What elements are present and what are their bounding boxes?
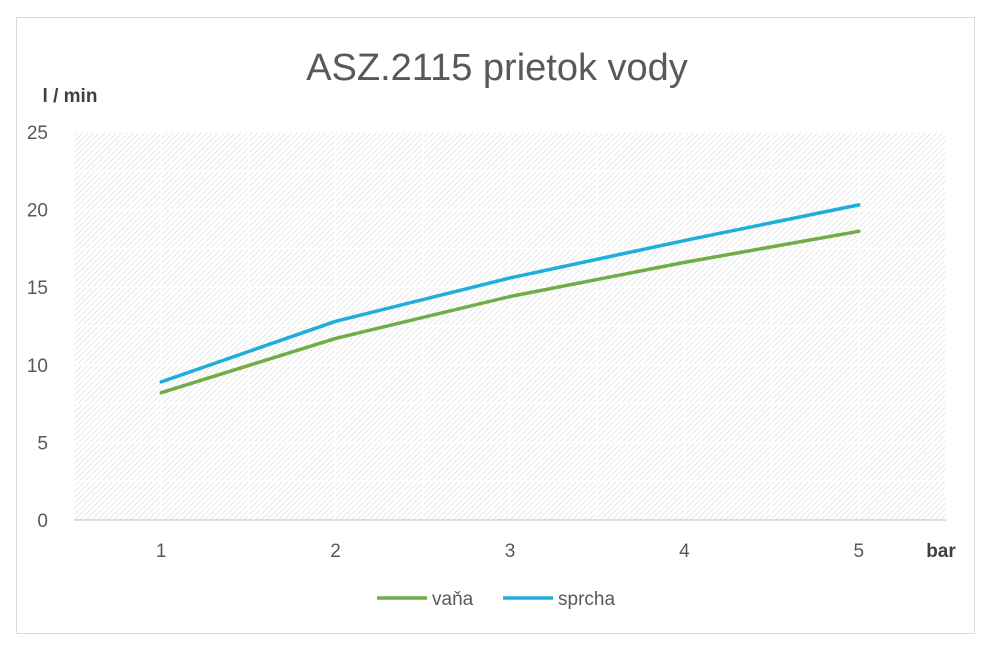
x-tick-label: 1 [156, 541, 167, 562]
legend: vaňa sprcha [377, 589, 615, 610]
y-tick-label: 5 [37, 433, 48, 454]
x-tick-label: 4 [679, 541, 690, 562]
y-tick-label: 20 [27, 201, 48, 222]
y-axis-ticks: 0 5 10 15 20 25 [27, 123, 48, 532]
y-tick-label: 0 [37, 511, 48, 532]
y-tick-label: 10 [27, 356, 48, 377]
legend-label: sprcha [558, 589, 615, 610]
x-tick-label: 3 [505, 541, 516, 562]
chart-title: ASZ.2115 prietok vody [306, 47, 688, 89]
legend-label: vaňa [432, 589, 474, 610]
x-tick-label: 5 [854, 541, 865, 562]
x-axis-ticks: 1 2 3 4 5 [156, 541, 864, 562]
series-lines [159, 203, 861, 395]
series-line-vana [159, 229, 861, 395]
series-line-sprcha [159, 203, 861, 384]
x-axis-label: bar [926, 541, 956, 562]
x-tick-label: 2 [330, 541, 341, 562]
y-axis-label: l / min [43, 86, 98, 107]
y-tick-label: 15 [27, 278, 48, 299]
y-tick-label: 25 [27, 123, 48, 144]
gridlines [73, 131, 947, 521]
